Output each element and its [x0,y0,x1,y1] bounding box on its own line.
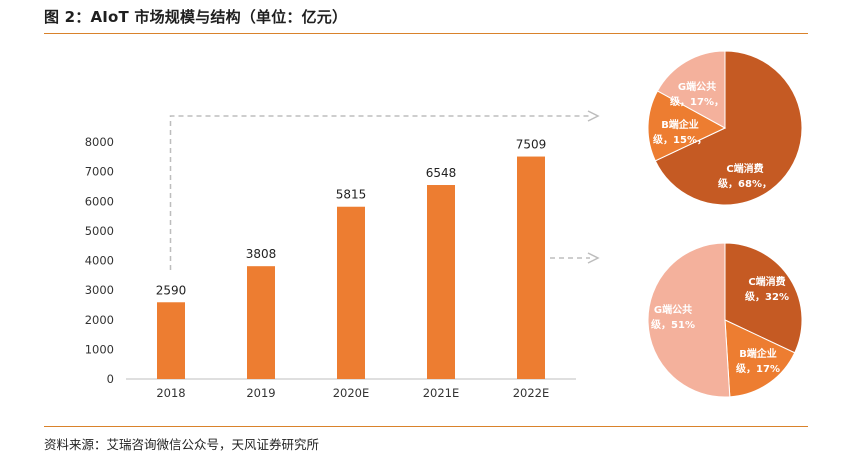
slice-label-line: G端公共 [678,80,716,93]
slice-label: B端企业级，15%， [652,118,707,146]
slice-label-line: C端消费 [748,275,785,288]
data-label: 2590 [156,283,187,297]
x-tick-label: 2022E [513,386,550,400]
slice-label-line: B端企业 [739,347,777,360]
data-label: 6548 [426,166,457,180]
y-tick-label: 0 [107,372,114,386]
source-note: 资料来源：艾瑞咨询微信公众号，天风证券研究所 [44,437,320,452]
slice-label: C端消费级，68%， [717,162,772,190]
slice-label: C端消费级，32% [744,275,789,303]
x-tick-label: 2019 [246,386,275,400]
slice-label-line: C端消费 [726,162,763,175]
slice-label-line: 级，17%， [669,95,724,108]
slice-label-line: G端公共 [654,303,692,316]
slice-label: G端公共级，51% [650,303,695,331]
bar [517,156,545,379]
pie-chart-2018: C端消费级，68%， B端企业级，15%， G端公共级，17%， [647,50,803,206]
y-tick-label: 2000 [85,313,114,327]
top-divider [44,33,808,34]
pie-slice [654,50,803,206]
slice-label: G端公共级，17%， [669,80,724,108]
x-tick-label: 2018 [156,386,185,400]
pie-chart-2022: C端消费级，32% B端企业级，17% G端公共级，51% [647,242,803,398]
bar-chart: 0 1000 2000 3000 4000 5000 6000 7000 8000 2590 201… [85,135,576,400]
data-label: 7509 [516,138,547,152]
bar [337,206,365,379]
bar [157,302,185,379]
slice-label-line: 级，68%， [717,177,772,190]
figure-title: 图 2：AIoT 市场规模与结构（单位：亿元） [44,8,348,26]
arrow-head-icon [587,252,600,264]
y-tick-label: 1000 [85,342,114,356]
pie-slice [656,50,726,129]
bar [427,185,455,379]
x-tick-label: 2020E [333,386,370,400]
pie-slice [724,242,803,354]
slice-label-line: 级，51% [650,318,695,331]
slice-label-line: B端企业 [661,118,699,131]
pie-slice [724,319,796,398]
data-label: 3808 [246,247,277,261]
y-tick-label: 8000 [85,135,114,149]
connector-arrows [169,110,600,270]
bar [247,266,275,379]
slice-label-line: 级，32% [744,290,789,303]
y-tick-label: 4000 [85,254,114,268]
pie-slice [647,242,731,398]
data-label: 5815 [336,188,367,202]
y-tick-label: 5000 [85,224,114,238]
slice-label: B端企业级，17% [735,347,780,375]
slice-label-line: 级，15%， [652,133,707,146]
y-tick-label: 6000 [85,194,114,208]
y-tick-label: 3000 [85,283,114,297]
bottom-divider [44,426,808,427]
arrow-head-icon [587,110,600,122]
x-tick-label: 2021E [423,386,460,400]
pie-slice [647,90,727,162]
connector-line-2018 [169,115,590,270]
y-tick-label: 7000 [85,165,114,179]
slice-label-line: 级，17% [735,362,780,375]
